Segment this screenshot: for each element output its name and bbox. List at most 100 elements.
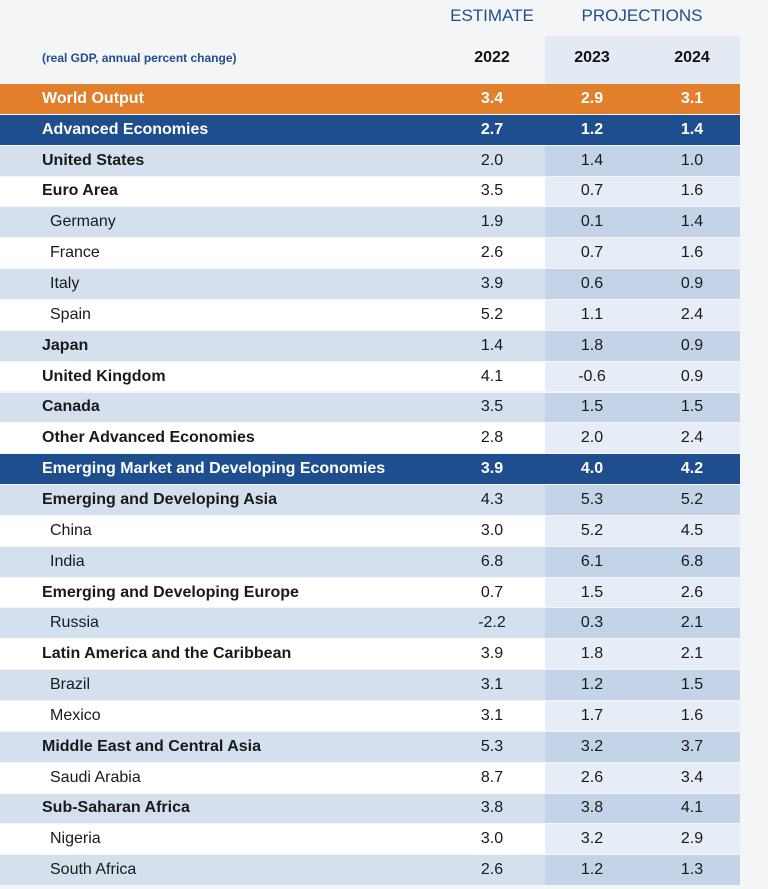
- row-label: Emerging Market and Developing Economies: [42, 460, 386, 478]
- projection-band: [545, 701, 740, 731]
- table-row: United Kingdom 4.1 -0.6 0.9: [0, 361, 740, 392]
- value-cell: 0.9: [680, 367, 704, 385]
- projection-band: [545, 577, 740, 608]
- table-row: Nigeria 3.0 3.2 2.9: [0, 824, 740, 855]
- value-cell: 5.2: [680, 490, 704, 508]
- table-row: Saudi Arabia 8.7 2.6 3.4: [0, 762, 740, 793]
- projection-band: [545, 546, 740, 577]
- value-cell: 5.2: [580, 521, 604, 539]
- projection-band: [545, 238, 740, 269]
- value-cell: 4.1: [480, 367, 504, 385]
- value-cell: 8.7: [480, 768, 504, 786]
- projection-band: [545, 84, 740, 114]
- projection-band: [545, 423, 740, 454]
- row-label: Spain: [50, 305, 91, 323]
- row-label: Middle East and Central Asia: [42, 737, 262, 755]
- row-label: South Africa: [50, 861, 137, 879]
- table-row: Japan 1.4 1.8 0.9: [0, 330, 740, 361]
- projection-band: [545, 485, 740, 515]
- table-row: Emerging and Developing Europe 0.7 1.5 2.6: [0, 577, 740, 608]
- year-header: 2023: [574, 49, 610, 66]
- table-row: Middle East and Central Asia 5.3 3.2 3.7: [0, 731, 740, 762]
- projection-band: [545, 855, 740, 886]
- projection-band: [545, 639, 740, 670]
- row-label: Saudi Arabia: [50, 768, 141, 786]
- column-group-label: ESTIMATE: [450, 6, 534, 25]
- value-cell: 5.3: [480, 737, 504, 755]
- value-cell: 3.0: [480, 521, 504, 539]
- projection-band: [545, 608, 740, 639]
- value-cell: 1.2: [580, 861, 604, 879]
- table-row: Euro Area 3.5 0.7 1.6: [0, 176, 740, 207]
- projection-band: [545, 392, 740, 423]
- value-cell: 0.3: [580, 614, 604, 632]
- value-cell: 1.4: [480, 336, 504, 354]
- value-cell: 1.6: [680, 706, 704, 724]
- projection-band: [545, 361, 740, 392]
- value-cell: 5.2: [480, 305, 504, 323]
- value-cell: 0.6: [580, 275, 604, 293]
- value-cell: 3.7: [680, 737, 704, 755]
- value-cell: 1.2: [580, 676, 604, 694]
- value-cell: 1.9: [480, 213, 504, 231]
- table-row: Italy 3.9 0.6 0.9: [0, 269, 740, 299]
- value-cell: 2.8: [480, 429, 504, 447]
- table-row: Russia -2.2 0.3 2.1: [0, 608, 740, 639]
- row-label: Brazil: [50, 676, 91, 694]
- value-cell: 3.8: [480, 799, 504, 817]
- row-label: Advanced Economies: [42, 120, 209, 138]
- value-cell: 3.9: [480, 460, 504, 478]
- table-row: Spain 5.2 1.1 2.4: [0, 299, 740, 330]
- value-cell: 3.5: [480, 398, 504, 416]
- table-row: United States 2.0 1.4 1.0: [0, 145, 740, 176]
- table-row: Sub-Saharan Africa 3.8 3.8 4.1: [0, 793, 740, 824]
- value-cell: 3.2: [580, 737, 604, 755]
- value-cell: 2.1: [680, 645, 704, 663]
- projection-band: [545, 793, 740, 824]
- row-label: Nigeria: [50, 830, 101, 848]
- row-label: Mexico: [50, 706, 101, 724]
- row-label: France: [50, 244, 100, 262]
- value-cell: 2.0: [480, 151, 504, 169]
- value-cell: 1.5: [580, 583, 604, 601]
- row-label: World Output: [42, 89, 144, 107]
- value-cell: 0.7: [580, 244, 604, 262]
- row-label: Germany: [50, 213, 116, 231]
- value-cell: 6.8: [480, 552, 504, 570]
- value-cell: 1.6: [680, 182, 704, 200]
- projection-band: [545, 114, 740, 145]
- year-header: 2022: [474, 49, 510, 66]
- row-label: Emerging and Developing Europe: [42, 583, 299, 601]
- projection-header-band: [545, 36, 740, 84]
- value-cell: 2.4: [680, 305, 704, 323]
- projection-band: [545, 176, 740, 207]
- value-cell: 1.4: [680, 213, 704, 231]
- value-cell: 1.5: [680, 398, 704, 416]
- value-cell: 3.8: [580, 799, 604, 817]
- projection-band: [545, 299, 740, 330]
- column-group-label: PROJECTIONS: [581, 6, 703, 25]
- value-cell: 1.1: [580, 305, 604, 323]
- value-cell: 4.2: [680, 460, 704, 478]
- value-cell: 0.7: [480, 583, 504, 601]
- row-label: Sub-Saharan Africa: [42, 799, 190, 817]
- value-cell: 0.9: [680, 336, 704, 354]
- row-label: India: [50, 552, 85, 570]
- value-cell: 3.4: [680, 768, 704, 786]
- value-cell: 2.9: [580, 89, 604, 107]
- table-row: China 3.0 5.2 4.5: [0, 515, 740, 546]
- value-cell: 3.0: [480, 830, 504, 848]
- projection-band: [545, 145, 740, 176]
- value-cell: -0.6: [578, 367, 606, 385]
- value-cell: -2.2: [478, 614, 506, 632]
- projection-band: [545, 824, 740, 855]
- row-label: Canada: [42, 398, 100, 416]
- table-row: Emerging Market and Developing Economies…: [0, 454, 740, 485]
- row-label: United Kingdom: [42, 367, 166, 385]
- value-cell: 1.4: [580, 151, 604, 169]
- value-cell: 2.6: [680, 583, 704, 601]
- table-row: Canada 3.5 1.5 1.5: [0, 392, 740, 423]
- value-cell: 4.5: [680, 521, 704, 539]
- value-cell: 2.7: [480, 120, 504, 138]
